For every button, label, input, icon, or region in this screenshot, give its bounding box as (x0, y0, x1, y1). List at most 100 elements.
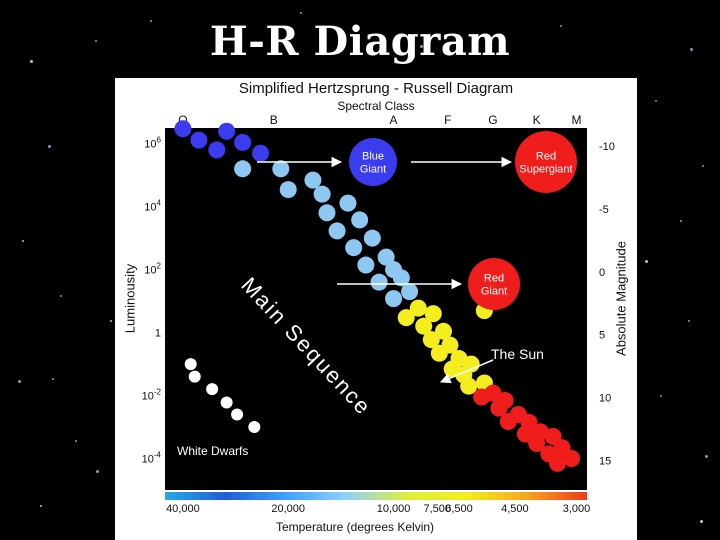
background-star (18, 380, 21, 383)
background-star (690, 48, 693, 51)
temperature-tick: 7,500 (424, 503, 452, 515)
main-sequence-star (499, 413, 517, 431)
main-sequence-star (234, 160, 252, 178)
white-dwarf-star (220, 396, 233, 409)
luminosity-tick: 10-2 (142, 388, 162, 403)
main-sequence-star (318, 204, 336, 222)
main-sequence-star (460, 377, 478, 395)
temperature-color-bar (165, 492, 587, 500)
spectral-class-label: Spectral Class (337, 99, 415, 113)
main-sequence-star (218, 122, 236, 140)
background-star (702, 165, 704, 167)
main-sequence-star (528, 435, 546, 453)
hr-chart-panel: Simplified Hertzsprung - Russell Diagram… (115, 78, 637, 540)
main-sequence-star (490, 399, 508, 417)
background-star (110, 320, 112, 322)
temperature-tick: 20,000 (271, 503, 305, 515)
background-star (705, 455, 708, 458)
main-sequence-star (351, 211, 369, 229)
main-sequence-star (430, 344, 448, 362)
main-sequence-star (563, 450, 581, 468)
main-sequence-star (370, 273, 388, 291)
red-supergiant-label: Red (536, 151, 556, 163)
main-sequence-star (548, 454, 566, 472)
main-sequence-star (252, 144, 270, 162)
main-sequence-star (272, 160, 290, 178)
white-dwarf-star (248, 421, 261, 434)
main-sequence-star (434, 322, 452, 340)
white-dwarf-star (188, 370, 201, 383)
main-sequence-star (328, 222, 346, 240)
main-sequence-star (377, 248, 395, 266)
main-sequence-star (473, 388, 491, 406)
chart-title: Simplified Hertzsprung - Russell Diagram (238, 80, 514, 97)
background-star (60, 295, 62, 297)
blue-giant-label: Blue (362, 151, 384, 163)
blue-giant-circle (349, 138, 397, 186)
background-star (30, 60, 33, 63)
red-giant-circle (468, 258, 520, 310)
main-sequence-star (385, 290, 403, 308)
background-star (150, 20, 152, 22)
temperature-tick: 3,000 (563, 503, 591, 515)
plot-area (165, 128, 587, 490)
magnitude-tick: 15 (599, 456, 611, 468)
white-dwarfs-label: White Dwarfs (177, 444, 248, 458)
main-sequence-star (313, 185, 331, 203)
luminosity-tick: 1 (155, 328, 161, 340)
main-sequence-star (357, 256, 375, 274)
background-star (96, 470, 99, 473)
main-sequence-star (208, 141, 226, 159)
main-sequence-star (339, 194, 357, 212)
white-dwarf-star (206, 383, 219, 396)
luminosity-tick: 106 (144, 136, 161, 151)
main-sequence-star (174, 120, 192, 138)
main-sequence-star (363, 229, 381, 247)
spectral-class-tick: K (533, 113, 541, 127)
white-dwarf-star (184, 358, 197, 371)
main-sequence-star (345, 239, 363, 257)
main-sequence-star (392, 269, 410, 287)
red-supergiant-label: Supergiant (519, 164, 572, 176)
sun-pointer-arrow (440, 359, 494, 384)
red-giant-label: Red (484, 273, 504, 285)
background-star (700, 520, 703, 523)
white-dwarf-star (231, 408, 244, 421)
magnitude-tick: -5 (599, 204, 609, 216)
magnitude-tick: 10 (599, 393, 611, 405)
main-sequence-star (516, 425, 534, 443)
background-star (420, 45, 423, 48)
background-star (688, 320, 690, 322)
main-sequence-star (409, 299, 427, 317)
background-star (560, 25, 562, 27)
temperature-tick: 6,500 (445, 503, 473, 515)
spectral-class-tick: G (488, 113, 497, 127)
background-star (48, 145, 51, 148)
main-sequence-star (415, 317, 433, 335)
spectral-class-tick: O (178, 113, 187, 127)
main-sequence-star (279, 181, 297, 199)
background-star (680, 220, 682, 222)
temperature-tick: 4,500 (501, 503, 529, 515)
red-giant-label: Giant (481, 286, 507, 298)
spectral-class-tick: M (572, 113, 582, 127)
magnitude-tick: 0 (599, 267, 605, 279)
temperature-tick: 10,000 (377, 503, 411, 515)
background-star (22, 240, 24, 242)
temperature-tick: 40,000 (166, 503, 200, 515)
luminosity-tick: 102 (144, 262, 161, 277)
main-sequence-star (304, 171, 322, 189)
temperature-axis-label: Temperature (degrees Kelvin) (275, 520, 435, 534)
background-star (645, 260, 648, 263)
background-star (300, 12, 302, 14)
magnitude-tick: 5 (599, 330, 605, 342)
luminosity-tick: 10-4 (142, 451, 162, 466)
main-sequence-star (190, 131, 208, 149)
background-star (40, 505, 42, 507)
main-sequence-star (397, 309, 415, 327)
background-star (75, 440, 77, 442)
the-sun-label: The Sun (491, 346, 544, 362)
main-sequence-star (401, 283, 419, 301)
main-sequence-star (424, 305, 442, 323)
